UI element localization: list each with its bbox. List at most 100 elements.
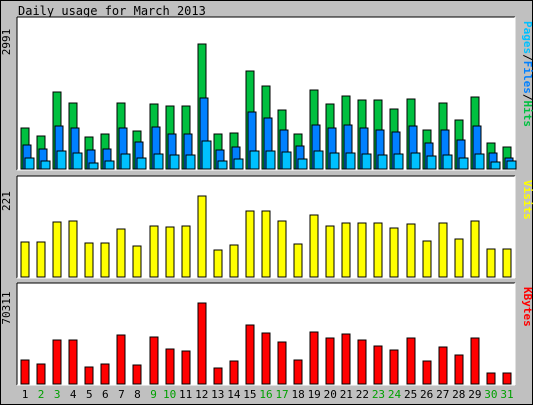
bar-visits-day-31 [502,248,512,278]
x-tick-label-day-27: 27 [436,388,449,401]
x-tick-label-day-1: 1 [22,388,29,401]
legend-entry: Visits [521,180,533,220]
x-tick-label-day-16: 16 [259,388,272,401]
bar-pages-day-10 [169,154,180,170]
bar-kbytes-day-16 [261,332,271,385]
bar-pages-day-1 [24,157,35,170]
bar-visits-day-24 [389,227,399,278]
bar-visits-day-20 [325,225,335,278]
bar-kbytes-day-18 [293,359,303,385]
bar-kbytes-day-5 [84,366,94,385]
bar-pages-day-13 [217,160,228,170]
legend-kbytes: KBytes [521,287,533,327]
bar-pages-day-19 [313,150,324,170]
legend-entry: / [521,94,533,101]
bar-kbytes-day-21 [341,333,351,385]
bar-kbytes-day-13 [213,367,223,385]
bar-pages-day-11 [185,154,196,170]
bar-visits-day-8 [132,245,142,278]
bar-kbytes-day-20 [325,337,335,385]
x-tick-label-day-9: 9 [150,388,157,401]
x-tick-label-day-26: 26 [420,388,433,401]
bar-pages-day-25 [410,152,421,170]
bar-kbytes-day-22 [357,339,367,385]
bar-kbytes-day-27 [438,346,448,385]
bar-kbytes-day-24 [389,349,399,385]
bar-pages-day-2 [40,160,51,170]
x-tick-label-day-24: 24 [388,388,402,401]
bar-visits-day-23 [373,222,383,278]
bar-visits-day-9 [149,225,159,278]
legend-hits-files-pages: Pages/Files/Hits [521,21,533,127]
bar-pages-day-9 [153,153,164,170]
bar-kbytes-day-28 [454,354,464,385]
x-tick-label-day-17: 17 [275,388,288,401]
legend-visits: Visits [521,180,533,220]
x-tick-label-day-7: 7 [118,388,125,401]
bar-kbytes-day-14 [229,360,239,385]
bar-visits-day-28 [454,238,464,278]
max-label-hits-files-pages: 2991 [0,29,13,56]
x-tick-label-day-22: 22 [356,388,369,401]
x-tick-label-day-28: 28 [452,388,465,401]
bar-visits-day-2 [36,241,46,278]
bar-visits-day-13 [213,249,223,278]
bar-visits-day-21 [341,222,351,278]
max-label-visits: 221 [0,191,13,211]
x-tick-label-day-12: 12 [195,388,208,401]
legend-entry: Hits [521,101,533,128]
x-tick-label-day-6: 6 [102,388,109,401]
x-tick-label-day-5: 5 [86,388,93,401]
bar-pages-day-5 [88,162,99,170]
bar-kbytes-day-6 [100,363,110,385]
x-tick-label-day-23: 23 [372,388,385,401]
bar-visits-day-15 [245,210,255,278]
bar-kbytes-day-2 [36,363,46,385]
bar-kbytes-day-1 [20,359,30,385]
x-tick-label-day-18: 18 [292,388,305,401]
bar-pages-day-17 [281,151,292,170]
bar-visits-day-11 [181,225,191,278]
bar-visits-day-5 [84,242,94,278]
bar-kbytes-day-7 [116,334,126,385]
x-tick-label-day-21: 21 [340,388,353,401]
bar-visits-day-3 [52,221,62,278]
x-tick-label-day-25: 25 [404,388,417,401]
bar-pages-day-20 [329,152,340,170]
legend-entry: / [521,54,533,61]
bar-pages-day-7 [120,153,131,170]
bar-pages-day-15 [249,150,260,170]
bar-pages-day-24 [393,153,404,170]
bar-pages-day-22 [361,153,372,170]
x-tick-label-day-3: 3 [54,388,61,401]
bar-pages-day-6 [104,160,115,170]
bar-visits-day-7 [116,228,126,278]
bar-visits-day-26 [422,240,432,278]
bar-visits-day-17 [277,220,287,278]
bar-visits-day-12 [197,195,207,278]
legend-entry: KBytes [521,287,533,327]
x-tick-label-day-13: 13 [211,388,224,401]
x-tick-label-day-19: 19 [308,388,321,401]
bar-visits-day-18 [293,243,303,278]
bar-kbytes-day-9 [149,336,159,385]
bar-visits-day-14 [229,244,239,278]
bar-visits-day-1 [20,241,30,278]
bar-kbytes-day-23 [373,345,383,385]
bar-kbytes-day-26 [422,360,432,385]
bar-visits-day-22 [357,222,367,278]
max-label-kbytes: 70311 [0,291,13,324]
bar-kbytes-day-15 [245,324,255,385]
x-tick-label-day-20: 20 [324,388,337,401]
bar-kbytes-day-12 [197,302,207,385]
bar-visits-day-25 [406,223,416,278]
x-tick-label-day-29: 29 [468,388,481,401]
bar-kbytes-day-31 [502,372,512,385]
x-tick-label-day-30: 30 [484,388,497,401]
bar-pages-day-18 [297,158,308,170]
bar-kbytes-day-29 [470,337,480,385]
bar-pages-day-28 [458,157,469,170]
bar-pages-day-23 [377,154,388,170]
